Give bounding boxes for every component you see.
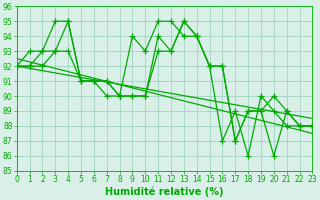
X-axis label: Humidité relative (%): Humidité relative (%) (105, 187, 224, 197)
